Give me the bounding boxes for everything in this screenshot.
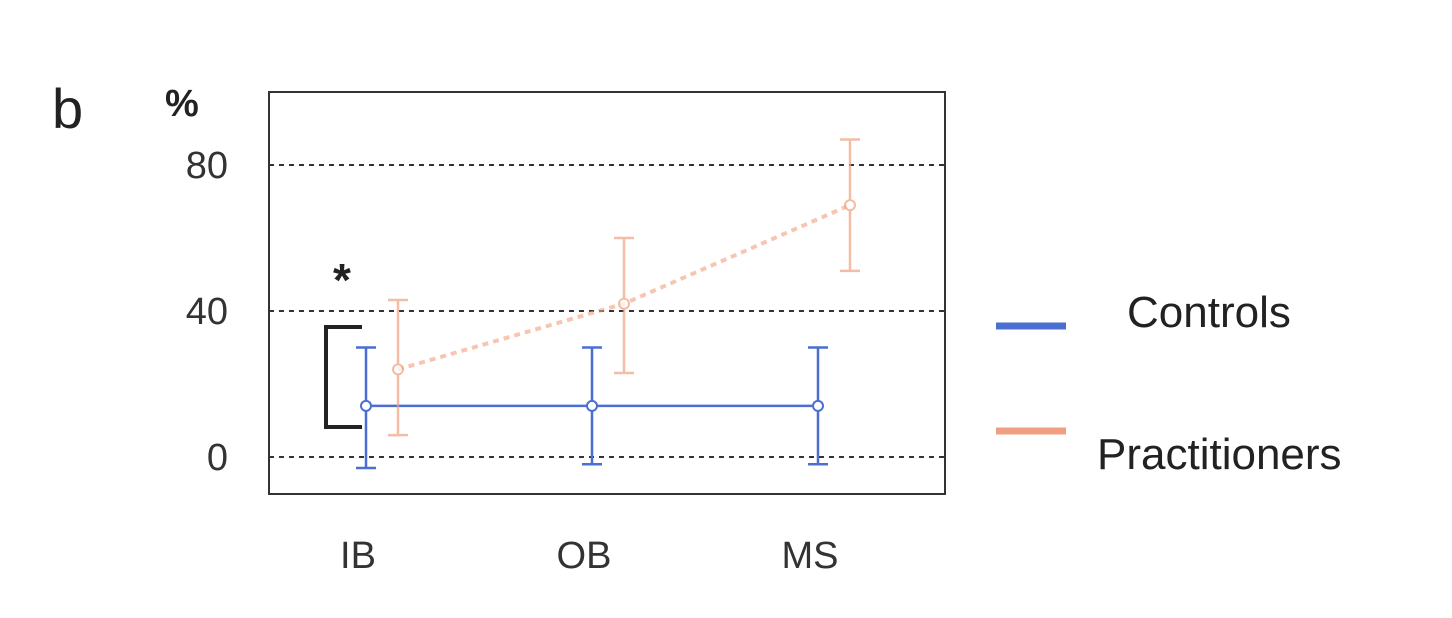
data-point [812,399,824,412]
data-point [844,199,856,212]
data-point [360,399,372,412]
series-practitioners [388,138,860,437]
error-bar [582,346,602,466]
data-point [618,297,630,310]
y-axis-label: % [165,83,199,125]
legend-label: Controls [1127,288,1291,337]
legend-label: Practitioners [1097,430,1342,479]
series-layer [356,138,860,470]
legend: Controls Practitioners [996,288,1342,479]
x-tick-label: IB [340,535,376,577]
panel-label: b [52,77,83,140]
error-bar [808,346,828,466]
error-bar [388,298,408,437]
significance-bracket: * [324,254,362,429]
y-tick-labels: 0 40 80 [186,145,228,479]
x-tick-labels: IB OB MS [340,535,838,577]
legend-item-controls: Controls [996,288,1291,337]
grid-lines [269,164,945,458]
series-controls [356,346,828,470]
bracket-line [324,325,362,429]
x-tick-label: OB [557,535,612,577]
y-tick-label: 80 [186,145,228,187]
error-bar [356,346,376,470]
error-bar [840,138,860,273]
y-tick-label: 0 [207,437,228,479]
error-bar [614,236,634,375]
plot-frame [268,91,946,495]
significance-star: * [333,254,351,306]
legend-item-practitioners: Practitioners [996,427,1342,479]
data-point [392,363,404,376]
x-tick-label: MS [782,535,839,577]
data-point [586,399,598,412]
y-tick-label: 40 [186,291,228,333]
